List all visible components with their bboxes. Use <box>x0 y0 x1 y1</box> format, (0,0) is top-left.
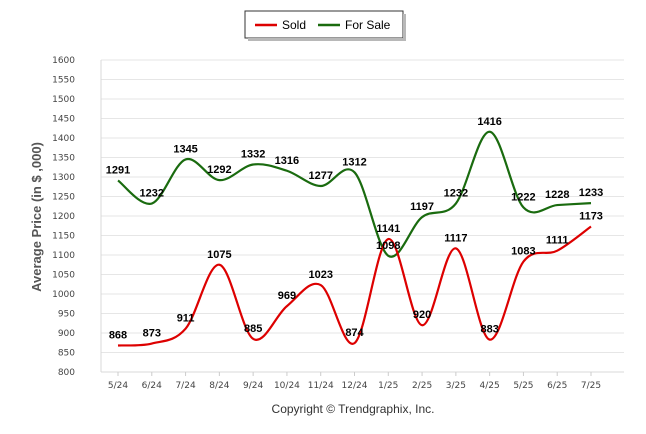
y-tick-label: 1250 <box>52 193 75 203</box>
data-label-sold: 1117 <box>444 232 467 244</box>
x-tick-label: 8/24 <box>209 381 229 391</box>
data-label-for-sale: 1222 <box>511 191 535 203</box>
y-tick-label: 1350 <box>52 154 75 164</box>
data-label-sold: 1173 <box>579 211 603 223</box>
x-tick-label: 6/25 <box>547 381 567 391</box>
y-tick-label: 1600 <box>52 56 75 66</box>
data-label-sold: 868 <box>109 329 127 341</box>
data-label-for-sale: 1292 <box>207 164 231 176</box>
data-label-sold: 1083 <box>511 246 535 258</box>
data-label-for-sale: 1316 <box>275 155 299 167</box>
data-label-for-sale: 1312 <box>342 156 366 168</box>
series-layer <box>117 130 592 347</box>
data-label-for-sale: 1228 <box>545 189 569 201</box>
copyright-credit: Copyright © Trendgraphix, Inc. <box>272 402 435 416</box>
legend-label-for-sale[interactable]: For Sale <box>345 18 391 32</box>
x-tick-label: 1/25 <box>378 381 398 391</box>
x-tick-label: 11/24 <box>308 381 334 391</box>
data-label-for-sale: 1232 <box>140 188 164 200</box>
y-tick-label: 850 <box>58 349 75 359</box>
data-label-for-sale: 1416 <box>477 116 501 128</box>
data-label-for-sale: 1232 <box>444 188 468 200</box>
y-tick-label: 1000 <box>52 290 75 300</box>
data-label-for-sale: 1332 <box>241 149 265 161</box>
y-tick-label: 1550 <box>52 76 75 86</box>
x-tick-label: 7/24 <box>175 381 195 391</box>
y-axis-title: Average Price (in $ ,000) <box>29 142 44 292</box>
x-tick-label: 3/25 <box>446 381 466 391</box>
data-label-sold: 873 <box>143 328 161 340</box>
data-label-sold: 885 <box>244 323 262 335</box>
data-label-for-sale: 1291 <box>106 165 130 177</box>
data-label-sold: 1023 <box>308 269 332 281</box>
legend-box-shadow <box>403 14 406 41</box>
y-tick-label: 1500 <box>52 95 75 105</box>
x-tick-label: 2/25 <box>412 381 432 391</box>
x-tick-label: 9/24 <box>243 381 263 391</box>
x-tick-label: 5/24 <box>108 381 128 391</box>
data-label-for-sale: 1098 <box>376 240 400 252</box>
x-tick-label: 5/25 <box>513 381 533 391</box>
legend-label-sold[interactable]: Sold <box>282 18 306 32</box>
gridlines <box>100 59 624 376</box>
y-tick-label: 800 <box>58 368 75 378</box>
x-tick-label: 6/24 <box>142 381 162 391</box>
y-tick-label: 1300 <box>52 173 75 183</box>
x-tick-label: 10/24 <box>274 381 300 391</box>
series-line-for-sale <box>117 130 592 258</box>
x-tick-label: 4/25 <box>480 381 500 391</box>
y-axis-tick-labels: 800 850 900 950 1000 1050 1100 1150 1200 1250 1300… <box>52 56 75 378</box>
y-tick-label: 1150 <box>52 232 75 242</box>
y-tick-label: 1100 <box>52 251 75 261</box>
y-tick-label: 1050 <box>52 271 75 281</box>
data-label-for-sale: 1233 <box>579 187 603 199</box>
y-tick-label: 1450 <box>52 115 75 125</box>
data-label-sold: 1141 <box>376 223 400 235</box>
data-label-for-sale: 1197 <box>410 201 434 213</box>
x-axis-tick-labels: 5/24 6/24 7/24 8/24 9/24 10/24 11/24 12/24 1/25 2… <box>108 381 601 391</box>
y-tick-label: 1200 <box>52 212 75 222</box>
data-label-sold: 883 <box>480 324 498 336</box>
x-tick-label: 12/24 <box>342 381 368 391</box>
legend-box-shadow-bottom <box>248 38 406 41</box>
data-label-for-sale: 1345 <box>173 143 197 155</box>
y-tick-label: 1400 <box>52 134 75 144</box>
data-label-sold: 1111 <box>546 235 569 247</box>
data-label-sold: 1075 <box>207 249 231 261</box>
series-line-sold <box>117 225 592 347</box>
data-labels: 868 873 911 1075 885 969 1023 874 1141 920 1117 883… <box>106 116 603 342</box>
data-label-sold: 969 <box>278 290 296 302</box>
x-tick-label: 7/25 <box>581 381 601 391</box>
data-label-sold: 874 <box>345 327 364 339</box>
y-tick-label: 950 <box>58 310 75 320</box>
legend[interactable]: Sold For Sale <box>244 10 406 41</box>
data-label-for-sale: 1277 <box>308 170 332 182</box>
y-tick-label: 900 <box>58 329 75 339</box>
data-label-sold: 911 <box>177 313 195 325</box>
data-label-sold: 920 <box>413 309 431 321</box>
